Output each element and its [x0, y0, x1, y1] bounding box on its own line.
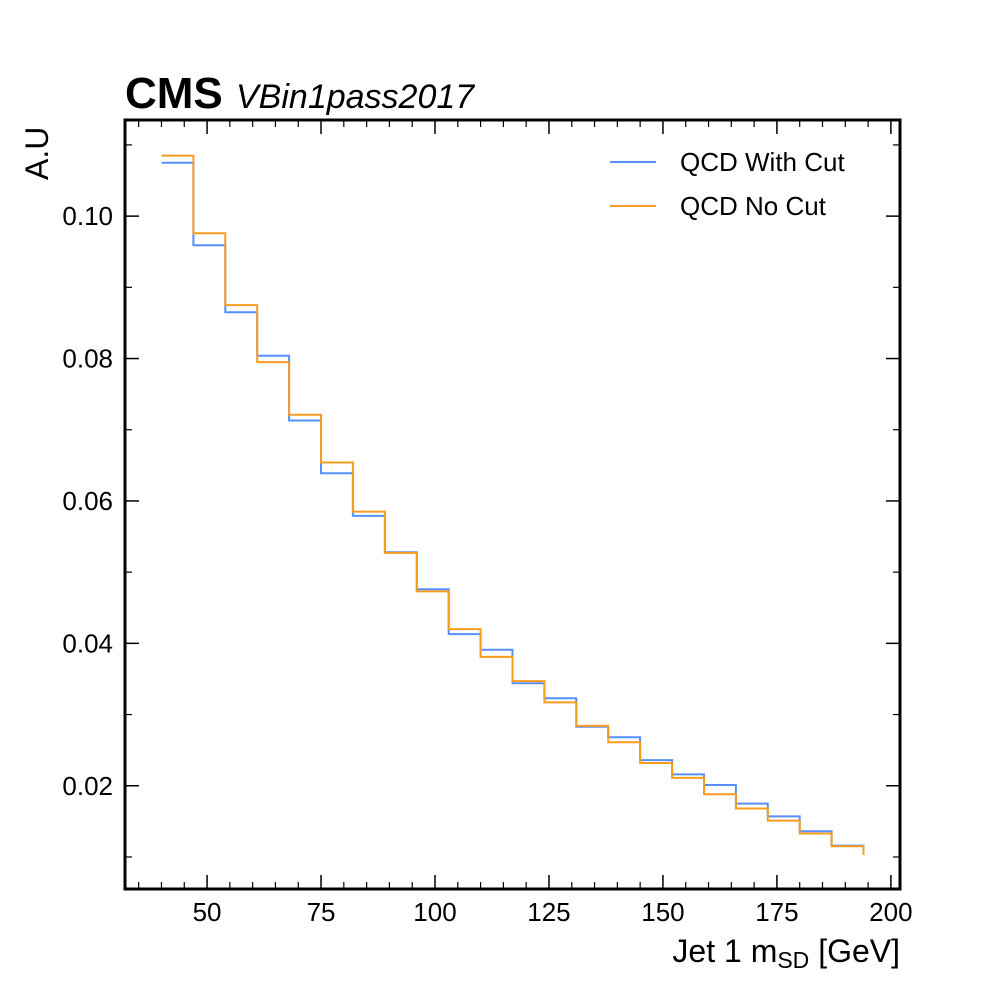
legend: QCD With Cut QCD No Cut: [610, 147, 845, 221]
x-tick-label: 200: [869, 897, 912, 927]
series-layer: [161, 154, 865, 855]
x-tick-label: 75: [307, 897, 336, 927]
y-tick-label: 0.08: [62, 344, 113, 374]
x-axis-label-sub: SD: [777, 947, 809, 973]
x-tick-label: 100: [413, 897, 456, 927]
legend-label: QCD With Cut: [680, 147, 845, 177]
plot-frame: [123, 118, 902, 891]
series-line-with-cut: [161, 161, 865, 855]
ticks-layer: 50 75 100 125 150 175 200 0.02 0.04 0.06 0.08 0.10: [62, 120, 913, 927]
x-tick-label: 50: [193, 897, 222, 927]
x-tick-label: 125: [527, 897, 570, 927]
sub-label: VBin1pass2017: [236, 78, 475, 116]
y-tick-label: 0.04: [62, 628, 113, 658]
legend-label: QCD No Cut: [680, 191, 827, 221]
series-line-no-cut: [161, 154, 865, 855]
x-axis-label-unit: [GeV]: [809, 933, 900, 969]
x-tick-label: 175: [755, 897, 798, 927]
x-axis-label: Jet 1 mSD [GeV]: [672, 933, 900, 973]
y-tick-label: 0.10: [62, 201, 113, 231]
y-axis-label: A.U: [19, 127, 55, 180]
cms-label: CMS: [125, 69, 223, 118]
x-axis-label-main: Jet 1 m: [672, 933, 777, 969]
y-tick-label: 0.06: [62, 486, 113, 516]
y-tick-label: 0.02: [62, 771, 113, 801]
x-tick-label: 150: [641, 897, 684, 927]
